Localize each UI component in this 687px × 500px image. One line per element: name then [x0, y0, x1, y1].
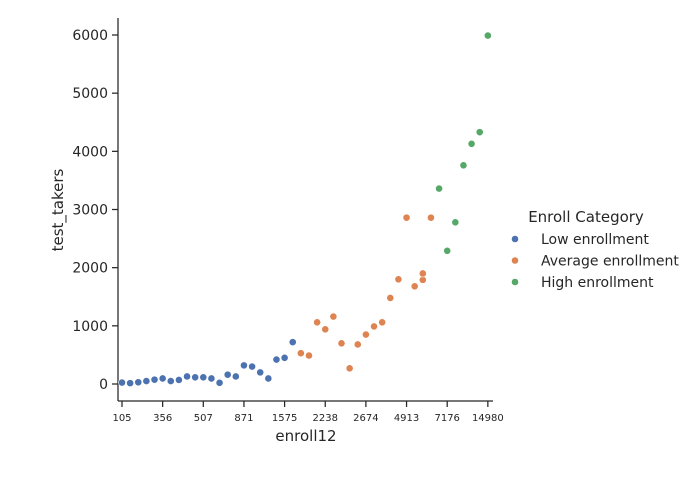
data-point	[158, 374, 167, 383]
data-point	[459, 161, 468, 170]
data-point	[418, 269, 427, 278]
data-point	[199, 373, 208, 382]
axes	[117, 18, 493, 402]
data-point	[264, 374, 273, 383]
legend-label: Average enrollment	[541, 254, 679, 270]
data-point	[150, 375, 159, 384]
data-point	[370, 322, 378, 331]
data-point	[223, 370, 232, 379]
legend: Enroll Category Low enrollment Average en…	[511, 208, 679, 291]
data-point	[256, 368, 265, 377]
legend-title: Enroll Category	[528, 208, 644, 226]
y-tick-label: 4000	[72, 144, 108, 160]
data-point	[134, 378, 143, 387]
data-points	[118, 31, 492, 388]
data-point	[443, 246, 452, 255]
data-point	[305, 351, 313, 360]
data-point	[394, 275, 403, 284]
data-point	[183, 372, 191, 381]
x-tick-label: 2238	[313, 413, 338, 424]
x-axis-title: enroll12	[275, 427, 336, 445]
data-point	[353, 340, 362, 349]
data-point	[378, 318, 387, 327]
x-tick-label: 7176	[434, 413, 459, 424]
y-tick-label: 1000	[72, 319, 108, 335]
data-point	[118, 378, 126, 387]
data-point	[248, 362, 256, 371]
data-point	[361, 330, 370, 339]
x-tick-label: 356	[153, 413, 172, 424]
data-point	[427, 213, 435, 222]
y-ticks: 0 1000 2000 3000 4000 5000 6000	[72, 28, 118, 393]
legend-label: High enrollment	[541, 275, 654, 291]
data-point	[296, 349, 305, 358]
data-point	[288, 338, 297, 347]
data-point	[329, 312, 338, 321]
data-point	[345, 364, 354, 373]
data-point	[475, 128, 484, 137]
y-tick-label: 6000	[72, 28, 108, 44]
x-tick-label: 507	[194, 413, 213, 424]
x-tick-label: 871	[234, 413, 253, 424]
data-point	[402, 213, 411, 222]
data-point	[337, 339, 346, 348]
legend-marker	[511, 256, 519, 265]
data-point	[451, 218, 460, 227]
data-point	[215, 378, 224, 387]
x-ticks: 105 356 507 871 1575 2238 2674 4913 7176 14980	[112, 401, 504, 424]
y-axis-title: test_takers	[49, 168, 68, 251]
legend-items: Low enrollment Average enrollment High enr…	[511, 232, 679, 291]
data-point	[240, 361, 248, 370]
y-tick-label: 5000	[72, 86, 108, 102]
legend-marker	[511, 278, 519, 286]
series-average-enrollment	[296, 213, 435, 373]
data-point	[410, 282, 419, 291]
data-point	[435, 184, 443, 193]
data-point	[142, 377, 151, 385]
y-tick-label: 3000	[72, 203, 108, 219]
series-high-enrollment	[435, 31, 492, 255]
data-point	[321, 325, 330, 334]
data-point	[207, 374, 216, 383]
x-tick-label: 4913	[394, 413, 419, 424]
data-point	[386, 294, 395, 302]
legend-marker	[511, 235, 519, 243]
data-point	[467, 139, 476, 148]
data-point	[280, 353, 289, 362]
data-point	[313, 318, 322, 327]
data-point	[191, 373, 200, 382]
x-tick-label: 2674	[353, 413, 378, 424]
data-point	[272, 355, 281, 364]
x-tick-label: 105	[112, 413, 131, 424]
data-point	[231, 372, 240, 381]
data-point	[175, 376, 183, 384]
data-point	[483, 31, 492, 40]
series-low-enrollment	[118, 338, 297, 388]
data-point	[166, 377, 175, 385]
legend-label: Low enrollment	[541, 232, 649, 248]
y-tick-label: 0	[99, 377, 108, 393]
x-tick-label: 14980	[472, 413, 504, 424]
data-point	[126, 379, 135, 388]
y-tick-label: 2000	[72, 261, 108, 277]
x-tick-label: 1575	[272, 413, 297, 424]
